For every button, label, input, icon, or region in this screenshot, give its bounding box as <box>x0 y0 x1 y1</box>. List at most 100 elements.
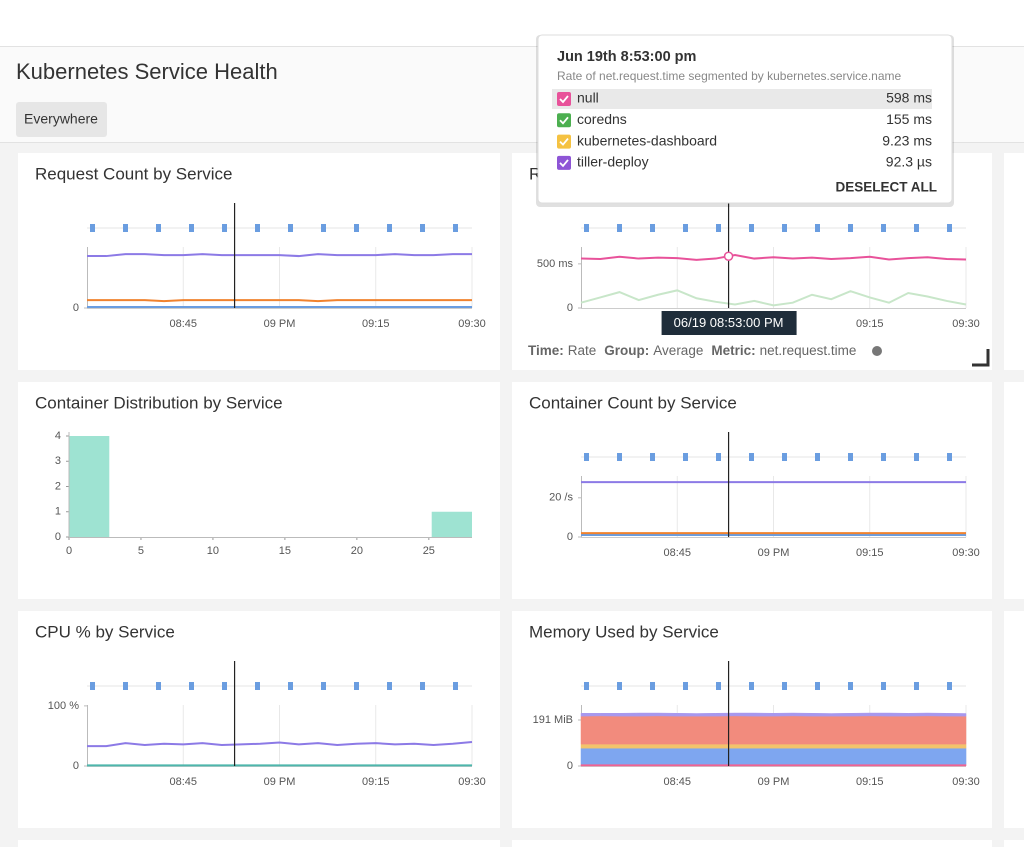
area <box>580 715 967 745</box>
x-tick-label: 5 <box>138 545 144 557</box>
x-tick-label: 08:45 <box>663 547 691 559</box>
histogram-bar <box>431 511 472 537</box>
event-marker <box>716 453 721 461</box>
series-name[interactable]: null <box>577 90 599 106</box>
line <box>87 299 472 303</box>
panel <box>1004 382 1024 599</box>
panel <box>1004 153 1024 370</box>
footer-label: Time: <box>528 343 564 358</box>
row-highlight <box>552 89 932 109</box>
event-marker <box>815 682 820 690</box>
checkmark <box>559 116 569 125</box>
event-marker <box>650 682 655 690</box>
event-marker <box>716 224 721 232</box>
event-marker <box>782 682 787 690</box>
series-name[interactable]: tiller-deploy <box>577 154 649 170</box>
y-tick-label: 500 ms <box>537 258 574 270</box>
y-tick-label: 100 % <box>48 700 79 712</box>
filter-button[interactable] <box>16 102 107 137</box>
event-marker <box>584 682 589 690</box>
y-tick-label: 0 <box>567 531 573 543</box>
cursor-point <box>723 251 734 261</box>
panel <box>18 840 500 847</box>
histogram-bar <box>69 436 110 537</box>
event-marker <box>914 224 919 232</box>
panel <box>1004 611 1024 828</box>
series-value: 598 ms <box>886 90 932 106</box>
area <box>580 747 967 765</box>
event-marker <box>387 224 392 232</box>
event-marker <box>222 224 227 232</box>
event-marker <box>650 453 655 461</box>
footer-value: net.request.time <box>760 343 857 358</box>
checkbox[interactable] <box>557 113 571 128</box>
event-marker <box>947 682 952 690</box>
event-marker <box>815 453 820 461</box>
x-tick-label: 09:15 <box>856 318 884 330</box>
series-name[interactable]: coredns <box>577 111 627 127</box>
x-tick-label: 09:15 <box>362 318 390 330</box>
tooltip-title: Jun 19th 8:53:00 pm <box>557 49 696 65</box>
tooltip-subtitle: Rate of net.request.time segmented by ku… <box>557 69 902 83</box>
series-name[interactable]: kubernetes-dashboard <box>577 132 717 148</box>
event-marker <box>288 682 293 690</box>
x-tick-label: 08:45 <box>169 318 197 330</box>
event-marker <box>255 224 260 232</box>
event-marker <box>683 453 688 461</box>
event-marker <box>354 682 359 690</box>
series-value: 9.23 ms <box>882 132 932 148</box>
event-marker <box>123 682 128 690</box>
panel-title: Container Count by Service <box>529 393 737 412</box>
panel <box>512 382 992 599</box>
checkbox[interactable] <box>557 155 571 170</box>
event-marker <box>420 224 425 232</box>
checkbox[interactable] <box>557 134 571 149</box>
event-marker <box>288 224 293 232</box>
y-tick-label: 0 <box>73 302 79 314</box>
panel-title: Request Count by Service <box>35 164 233 183</box>
event-marker <box>782 224 787 232</box>
y-tick-label: 20 /s <box>549 492 573 504</box>
footer-value: Rate <box>568 343 597 358</box>
event-marker <box>453 682 458 690</box>
tooltip <box>537 34 953 204</box>
event-marker <box>584 224 589 232</box>
x-tick-label: 09:30 <box>952 776 980 788</box>
panel <box>18 153 500 370</box>
panel <box>512 840 992 847</box>
series-value: 155 ms <box>886 111 932 127</box>
footer-label: Metric: <box>711 343 755 358</box>
event-marker <box>156 224 161 232</box>
deselect-all[interactable]: DESELECT ALL <box>835 180 937 195</box>
event-marker <box>123 224 128 232</box>
time-label: 06/19 08:53:00 PM <box>674 315 784 330</box>
event-marker <box>387 682 392 690</box>
y-tick-label: 191 MiB <box>533 714 573 726</box>
x-tick-label: 09:15 <box>856 547 884 559</box>
event-marker <box>321 682 326 690</box>
metric-icon <box>872 346 882 356</box>
checkmark <box>559 138 569 146</box>
event-marker <box>156 682 161 690</box>
event-marker <box>354 224 359 232</box>
line <box>580 254 967 261</box>
event-marker <box>617 453 622 461</box>
footer-label: Group: <box>604 343 649 358</box>
event-marker <box>189 224 194 232</box>
checkmark <box>559 159 569 168</box>
y-tick-label: 0 <box>567 760 573 772</box>
y-tick-label: 2 <box>55 480 61 492</box>
panel-title: Container Distribution by Service <box>35 393 283 412</box>
event-marker <box>782 453 787 461</box>
checkbox[interactable] <box>557 92 571 106</box>
event-marker <box>881 682 886 690</box>
event-marker <box>881 224 886 232</box>
event-marker <box>650 224 655 232</box>
checkmark <box>559 95 569 104</box>
filter-label[interactable]: Everywhere <box>24 111 98 127</box>
event-marker <box>947 453 952 461</box>
x-tick-label: 09:30 <box>952 547 980 559</box>
event-marker <box>453 224 458 232</box>
